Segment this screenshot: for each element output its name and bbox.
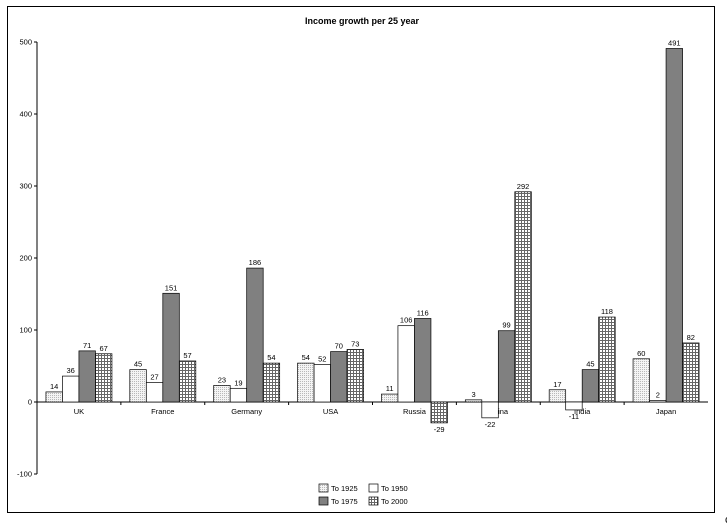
- data-label: 292: [517, 182, 530, 191]
- bar: [229, 387, 248, 403]
- bar: [45, 391, 63, 403]
- x-tick-label: UK: [74, 407, 84, 416]
- legend-swatch: [318, 483, 329, 493]
- legend-swatch: [368, 496, 379, 506]
- data-label: 3: [471, 390, 475, 399]
- legend-swatch: [368, 483, 379, 493]
- bar: [497, 330, 516, 403]
- bar: [581, 369, 600, 403]
- data-label: 27: [150, 373, 158, 382]
- bar: [262, 362, 281, 403]
- bar: [129, 369, 147, 403]
- bar: [598, 316, 616, 403]
- data-label: -29: [434, 425, 445, 434]
- bar: [346, 349, 364, 403]
- x-tick-label: Germany: [231, 407, 262, 416]
- data-label: 54: [302, 353, 310, 362]
- bar: [62, 375, 80, 403]
- y-tick-label: 100: [19, 326, 32, 335]
- x-tick-label: China: [489, 407, 509, 416]
- axes: -100 0 100 200 300 400 500 UK France Germany USA Ru…: [17, 38, 708, 479]
- bar-chart: Income growth per 25 year -100 0 100 200 300…: [17, 16, 708, 506]
- bar: [682, 342, 700, 403]
- data-label: 118: [601, 307, 613, 316]
- legend-label: To 1925: [331, 484, 358, 493]
- data-label: 71: [83, 341, 91, 350]
- stray-mark: c: [725, 514, 727, 526]
- x-tick-label: Japan: [656, 407, 676, 416]
- data-label: 151: [165, 283, 178, 292]
- data-label: 57: [183, 351, 191, 360]
- data-label: 36: [67, 366, 75, 375]
- bar: [145, 382, 164, 403]
- legend-label: To 1950: [381, 484, 408, 493]
- data-label: 106: [400, 316, 413, 325]
- data-label: 73: [351, 339, 359, 348]
- bar: [481, 401, 499, 419]
- y-tick-label: 500: [19, 38, 32, 47]
- bar: [649, 400, 667, 403]
- y-tick-label: 300: [19, 182, 32, 191]
- data-label: 70: [335, 342, 343, 351]
- data-label: 491: [668, 38, 681, 47]
- data-label: 54: [267, 353, 275, 362]
- y-tick-label: -100: [17, 470, 32, 479]
- data-label: 23: [218, 375, 226, 384]
- data-label: -22: [485, 420, 496, 429]
- bar: [632, 358, 650, 403]
- data-label: 17: [553, 380, 561, 389]
- legend-label: To 1975: [331, 497, 358, 506]
- bar: [430, 401, 448, 424]
- chart-title: Income growth per 25 year: [305, 16, 420, 26]
- bar: [397, 325, 415, 403]
- bar: [95, 353, 113, 403]
- data-label: 2: [656, 391, 660, 400]
- data-label: 60: [637, 349, 645, 358]
- bar: [162, 292, 180, 403]
- data-label: 186: [249, 258, 262, 267]
- bar: [464, 399, 483, 403]
- data-label: 14: [50, 382, 58, 391]
- x-tick-label: France: [151, 407, 174, 416]
- data-label: 45: [586, 360, 594, 369]
- bar: [313, 364, 331, 403]
- data-label: 67: [100, 344, 108, 353]
- y-tick-label: 200: [19, 254, 32, 263]
- bar: [565, 401, 583, 411]
- chart-frame: Income growth per 25 year -100 0 100 200 300…: [7, 6, 727, 526]
- x-tick-label: India: [574, 407, 591, 416]
- data-label: 116: [417, 308, 429, 317]
- bar: [414, 318, 432, 403]
- legend-swatch: [318, 496, 329, 506]
- data-label: 52: [318, 355, 326, 364]
- bar: [514, 191, 532, 403]
- bar: [78, 350, 96, 403]
- data-label: 82: [687, 333, 695, 342]
- legend: To 1925 To 1950 To 1975 To 2000: [318, 483, 408, 506]
- bar: [330, 351, 348, 403]
- data-label: 99: [502, 321, 510, 330]
- bar: [246, 267, 264, 403]
- data-label: -11: [569, 412, 579, 421]
- x-tick-label: Russia: [403, 407, 427, 416]
- data-label: 45: [134, 360, 142, 369]
- x-tick-label: USA: [323, 407, 338, 416]
- legend-label: To 2000: [381, 497, 408, 506]
- bar: [213, 385, 231, 403]
- bar: [381, 393, 399, 403]
- y-tick-label: 0: [28, 398, 32, 407]
- bar: [178, 360, 197, 403]
- bar: [297, 362, 315, 403]
- bar: [548, 389, 567, 403]
- y-tick-label: 400: [19, 110, 32, 119]
- data-label: 11: [386, 384, 394, 393]
- bar: [665, 48, 683, 403]
- data-label: 19: [234, 378, 242, 387]
